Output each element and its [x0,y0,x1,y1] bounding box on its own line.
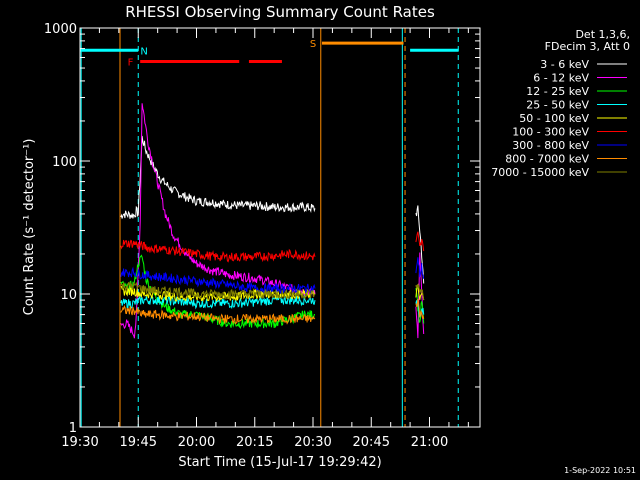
legend-label: 25 - 50 keV [526,99,589,112]
y-tick-label: 100 [52,155,77,170]
legend-label: 12 - 25 keV [526,85,589,98]
series-line-6 [120,266,316,295]
footer-date: 1-Sep-2022 10:51 [564,466,636,475]
series-line-8 [120,281,316,301]
annotation-label: N [140,46,147,57]
x-tick-label: 19:45 [120,435,157,450]
x-tick-label: 21:00 [411,435,448,450]
series-line-1 [120,103,316,339]
legend-header-1: Det 1,3,6, [575,28,630,41]
legend-label: 7000 - 15000 keV [491,166,589,179]
legend-label: 800 - 7000 keV [505,153,589,166]
series-line-5 [415,231,425,252]
vertical-lines [80,28,459,427]
series-line-8 [415,284,425,301]
y-axis: 1 10 100 1000 [44,22,480,436]
chart-title: RHESSI Observing Summary Count Rates [125,3,435,21]
series-line-5 [120,239,316,263]
y-tick-label: 1000 [44,22,77,37]
annotation-label: S [310,39,316,50]
x-tick-label: 20:15 [236,435,273,450]
series-line-7 [415,298,425,320]
legend-label: 300 - 800 keV [512,139,589,152]
x-tick-label: 20:30 [294,435,331,450]
legend-label: 3 - 6 keV [540,58,589,71]
legend-label: 6 - 12 keV [533,72,589,85]
plot-frame [79,27,481,428]
y-tick-label: 10 [60,288,77,303]
series-line-0 [415,205,425,284]
series-line-6 [415,257,425,279]
annotation-bars: NF S [80,39,459,68]
x-tick-label: 20:00 [178,435,215,450]
series-group [120,103,425,339]
legend-label: 100 - 300 keV [512,126,589,139]
y-axis-label: Count Rate (s⁻¹ detector⁻¹) [22,139,37,316]
series-line-0 [120,135,316,219]
series-line-2 [415,287,425,324]
x-axis-label: Start Time (15-Jul-17 19:29:42) [178,455,381,470]
annotation-label: F [128,57,134,68]
x-tick-label: 19:30 [61,435,98,450]
series-line-3 [120,294,316,310]
y-tick-label: 1 [69,421,77,436]
plot-area: NF S [79,27,481,428]
legend-header-2: FDecim 3, Att 0 [545,40,630,53]
series-line-7 [120,304,316,325]
legend-label: 50 - 100 keV [519,112,589,125]
x-tick-label: 20:45 [353,435,390,450]
x-axis: 19:30 19:45 20:00 20:15 20:30 20:45 21:00 [61,28,469,450]
